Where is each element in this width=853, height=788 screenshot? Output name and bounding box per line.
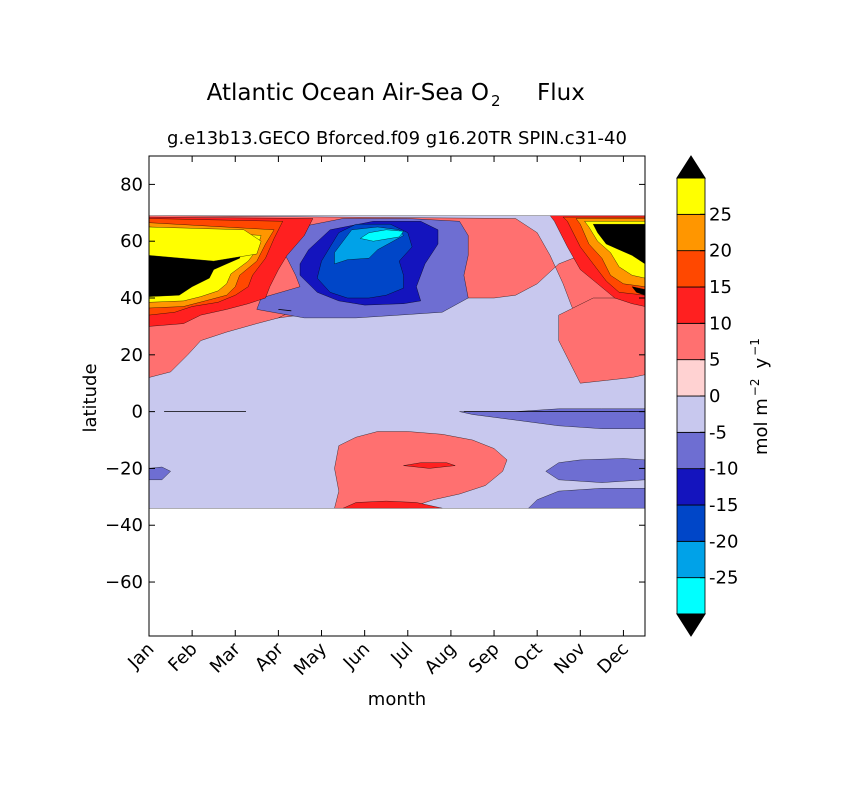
contour-region-4 <box>343 500 443 509</box>
y-tick-label: 60 <box>120 231 143 252</box>
y-tick-label: 40 <box>120 288 143 309</box>
colorbar-extend-over <box>676 155 706 179</box>
colorbar-tick-label: 15 <box>709 277 732 298</box>
x-tick-label: Jul <box>386 639 417 670</box>
colorbar-tick-label: 20 <box>709 241 732 262</box>
colorbar-tick-label: -5 <box>709 422 727 443</box>
contour-region-20 <box>149 226 262 262</box>
colorbar-swatch <box>676 213 706 252</box>
colorbar-swatch <box>676 540 706 579</box>
colorbar-tick-label: 0 <box>709 386 720 407</box>
contour-region-8 <box>528 488 645 509</box>
chart-title-suffix: Flux <box>537 80 585 106</box>
colorbar-extend-under <box>676 613 706 637</box>
colorbar-tick-label: -15 <box>709 495 738 516</box>
colorbar-swatch <box>676 395 706 433</box>
x-tick-label: Aug <box>421 639 461 679</box>
x-tick-label: Apr <box>251 638 288 675</box>
svg-text:mol m−2y−1: mol m −2 y−1 <box>748 338 772 455</box>
y-tick-label: −20 <box>105 458 143 479</box>
chart-subtitle: g.e13b13.GECO Bforced.f09 g16.20TR SPIN.… <box>167 128 627 149</box>
contour-region-1 <box>334 431 508 509</box>
colorbar-swatch <box>676 431 706 470</box>
colorbar-swatch <box>676 359 706 397</box>
colorbar-label-mid: y <box>751 357 772 368</box>
contour-region-7 <box>545 458 645 483</box>
x-tick-label: Sep <box>465 639 504 678</box>
contour-region-5 <box>403 462 456 469</box>
contour-region-14 <box>359 229 404 242</box>
x-tick-label: Dec <box>593 639 632 678</box>
title-group: Atlantic Ocean Air-Sea O 2 Flux g.e13b13… <box>167 80 627 149</box>
contour-region-25 <box>592 224 645 265</box>
contour-regions <box>149 215 645 509</box>
colorbar-tick-label: -10 <box>709 459 738 480</box>
y-tick-label: 80 <box>120 174 143 195</box>
y-tick-label: −60 <box>105 572 143 593</box>
colorbar-label-sup1: −2 <box>748 378 762 396</box>
x-tick-label: Jan <box>123 639 158 674</box>
chart-title-subscript: 2 <box>491 92 501 110</box>
y-tick-label: 20 <box>120 345 143 366</box>
colorbar-label-sup2: −1 <box>748 338 762 356</box>
contour-region-3 <box>558 297 645 384</box>
colorbar-swatch <box>676 577 706 615</box>
colorbar-tick-label: -25 <box>709 568 738 589</box>
x-tick-label: Jun <box>339 639 374 674</box>
contour-region-6 <box>149 466 171 480</box>
x-tick-label: Feb <box>164 639 201 676</box>
x-tick-label: Nov <box>550 638 590 678</box>
y-axis-label: latitude <box>80 363 101 432</box>
colorbar-swatch <box>676 468 706 506</box>
colorbar-tick-label: -20 <box>709 531 738 552</box>
y-tick-label: −40 <box>105 515 143 536</box>
colorbar-label-unit: mol m <box>751 398 772 455</box>
colorbar-tick-label: 5 <box>709 350 720 371</box>
colorbar-tick-label: 10 <box>709 313 732 334</box>
colorbar-tick-label: 25 <box>709 204 732 225</box>
colorbar: -25 -20 -15 -10 -5 0 5 10 15 20 25 <box>676 155 738 637</box>
x-axis-label: month <box>368 689 426 710</box>
contour-region-26 <box>631 286 645 296</box>
plot-area <box>148 155 646 637</box>
contour-line-2 <box>278 309 292 312</box>
x-tick-label: Mar <box>206 638 245 677</box>
plot-frame <box>148 155 646 637</box>
colorbar-swatch <box>676 177 706 215</box>
colorbar-swatch <box>676 322 706 361</box>
colorbar-swatch <box>676 250 706 288</box>
x-tick-label: Oct <box>510 639 547 676</box>
colorbar-swatch <box>676 504 706 542</box>
chart-title: Atlantic Ocean Air-Sea O <box>207 80 489 106</box>
x-tick-label: May <box>290 638 331 679</box>
contour-region-9 <box>459 408 645 429</box>
colorbar-swatch <box>676 286 706 324</box>
y-tick-label: 0 <box>132 402 143 423</box>
colorbar-label: mol m −2 y−1 <box>748 338 772 455</box>
y-axis: 80 60 40 20 0 −20 −40 −60 <box>105 174 645 593</box>
